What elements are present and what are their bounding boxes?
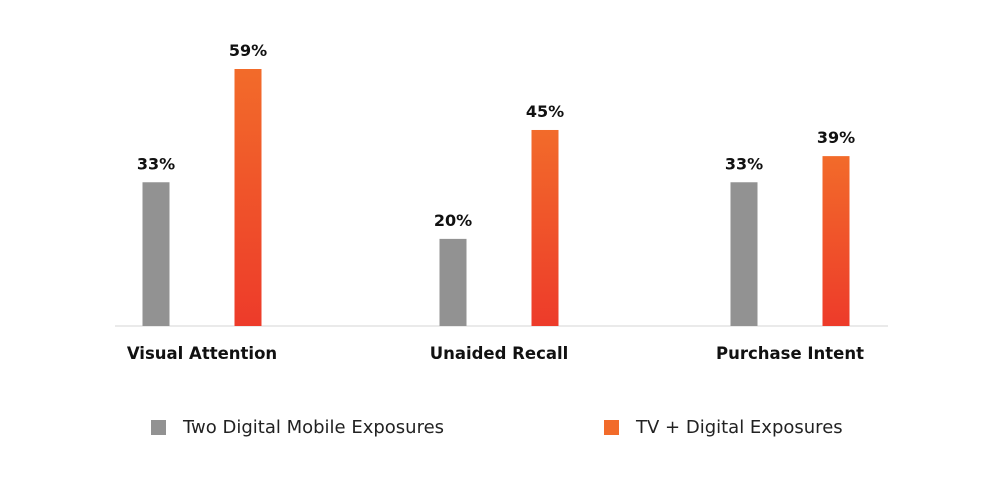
category-label-visual-attention: Visual Attention — [127, 344, 277, 363]
value-label-gray-3: 33% — [725, 154, 763, 173]
bar-orange-1 — [234, 69, 262, 326]
value-label-orange-3: 39% — [817, 128, 855, 147]
bar-gray-2 — [439, 238, 467, 326]
legend-item-tv-digital: TV + Digital Exposures — [604, 415, 843, 439]
bar-orange-3 — [822, 156, 850, 326]
value-labels-group: 33% 20% 33% 59% 45% 39% — [137, 41, 855, 230]
legend-item-two-digital-mobile: Two Digital Mobile Exposures — [151, 415, 444, 439]
legend-label-two-digital-mobile: Two Digital Mobile Exposures — [183, 416, 445, 438]
category-label-purchase-intent: Purchase Intent — [716, 344, 864, 363]
bar-orange-2 — [531, 129, 559, 326]
legend-swatch-gray — [151, 419, 166, 435]
value-label-gray-1: 33% — [137, 154, 175, 173]
legend: Two Digital Mobile Exposures TV + Digita… — [0, 415, 1000, 439]
legend-swatch-orange — [604, 419, 619, 435]
value-label-orange-2: 45% — [526, 102, 564, 121]
legend-label-tv-digital: TV + Digital Exposures — [636, 416, 843, 438]
bar-gray-3 — [730, 182, 758, 326]
category-labels-group: Visual Attention Unaided Recall Purchase… — [127, 344, 864, 363]
bars-group — [142, 69, 850, 326]
category-label-unaided-recall: Unaided Recall — [430, 344, 569, 363]
value-label-orange-1: 59% — [229, 41, 267, 60]
value-label-gray-2: 20% — [434, 211, 472, 230]
bar-gray-1 — [142, 182, 170, 326]
